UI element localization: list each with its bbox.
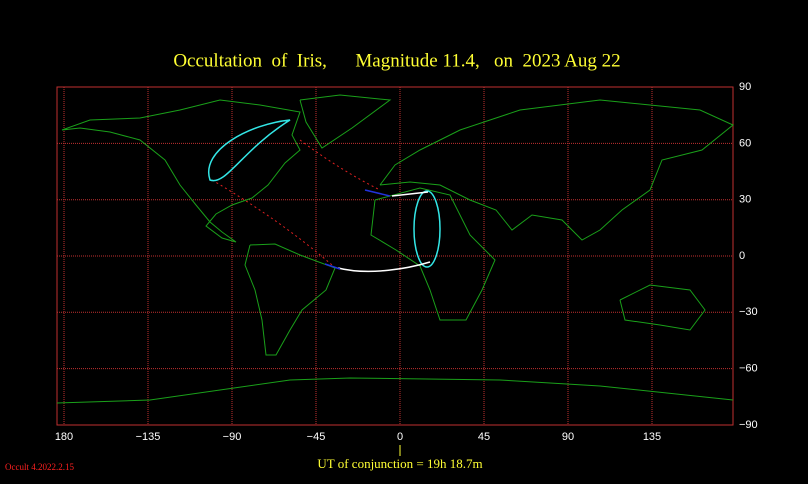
- x-tick-label: 180: [55, 431, 73, 443]
- x-tick-label: 90: [562, 431, 574, 443]
- australia: [619, 284, 706, 331]
- y-tick-label: 60: [739, 137, 751, 149]
- title: Occultation of Iris, Magnitude 11.4, on …: [173, 50, 620, 71]
- version: Occult 4.2022.2.15: [5, 462, 74, 472]
- eurasia: [379, 99, 734, 241]
- north-america: [61, 99, 301, 243]
- path-loop: [207, 119, 291, 182]
- africa: [370, 187, 496, 321]
- y-tick-label: −90: [739, 419, 758, 431]
- path-centre: [337, 261, 431, 273]
- y-tick-label: −60: [739, 363, 758, 375]
- x-tick-label: −90: [223, 431, 242, 443]
- x-tick-label: 135: [643, 431, 661, 443]
- path-centre: [391, 191, 429, 197]
- greenland: [299, 94, 392, 149]
- x-tick-label: −45: [307, 431, 326, 443]
- path-daylight: [299, 139, 381, 191]
- path-daylight: [211, 179, 333, 266]
- y-tick-label: 0: [739, 250, 745, 262]
- x-tick-label: 45: [478, 431, 490, 443]
- antarctica: [56, 377, 734, 404]
- south-america: [244, 243, 336, 356]
- x-tick-label: 0: [397, 431, 403, 443]
- conjunction-text: UT of conjunction = 19h 18.7m: [317, 456, 482, 471]
- y-tick-label: 30: [739, 194, 751, 206]
- path-loop: [413, 190, 441, 268]
- y-tick-label: 90: [739, 81, 751, 93]
- x-tick-label: −135: [136, 431, 161, 443]
- path-twilight: [324, 189, 391, 270]
- occultation-path: [207, 119, 441, 273]
- y-tick-label: −30: [739, 306, 758, 318]
- coastlines: [56, 94, 734, 404]
